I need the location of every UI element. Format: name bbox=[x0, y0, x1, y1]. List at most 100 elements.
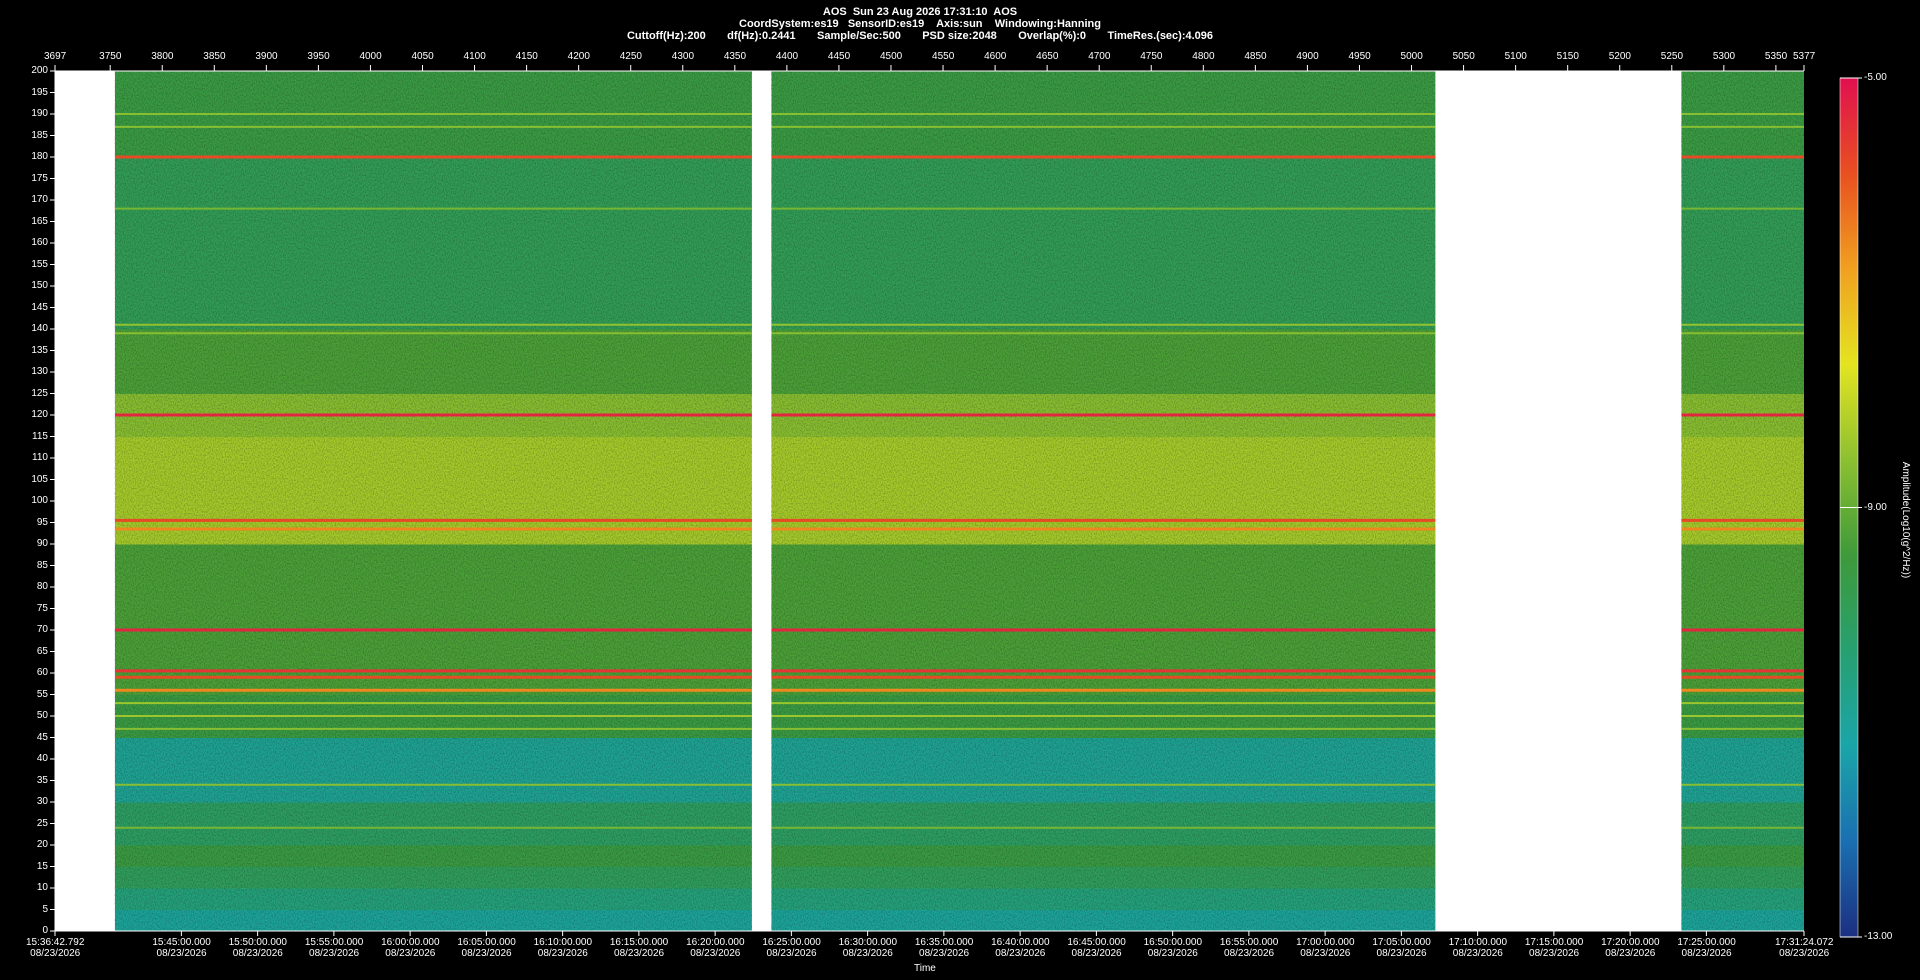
top-tick-label: 4600 bbox=[984, 51, 1007, 62]
y-tick-label: 40 bbox=[36, 753, 48, 764]
y-tick-label: 105 bbox=[31, 473, 48, 485]
bottom-tick-label: 17:10:00.000 08/23/2026 bbox=[1448, 937, 1508, 959]
y-tick-label: 80 bbox=[36, 581, 48, 592]
y-tick-label: 190 bbox=[31, 108, 48, 119]
top-tick-label: 5377 bbox=[1793, 51, 1816, 62]
y-tick-label: 65 bbox=[36, 645, 48, 657]
top-tick-label: 4850 bbox=[1244, 51, 1267, 62]
y-tick-label: 195 bbox=[31, 86, 48, 98]
noise-texture bbox=[114, 71, 752, 931]
top-tick-label: 4300 bbox=[671, 51, 695, 62]
y-tick-label: 160 bbox=[31, 237, 48, 248]
bottom-tick-label: 15:55:00.000 08/23/2026 bbox=[304, 937, 364, 959]
top-tick-label: 4750 bbox=[1140, 51, 1163, 62]
bottom-tick-label: 16:50:00.000 08/23/2026 bbox=[1143, 937, 1203, 959]
y-tick-label: 135 bbox=[31, 344, 48, 356]
colorbar-tick-label: -9.00 bbox=[1864, 501, 1887, 513]
bottom-tick-label: 17:00:00.000 08/23/2026 bbox=[1296, 937, 1355, 959]
y-tick-label: 115 bbox=[32, 430, 48, 442]
top-tick-label: 4550 bbox=[932, 51, 955, 62]
y-tick-label: 140 bbox=[31, 323, 48, 334]
bottom-tick-label: 15:45:00.000 08/23/2026 bbox=[152, 937, 211, 959]
top-tick-label: 4050 bbox=[411, 51, 434, 62]
top-tick-label: 5250 bbox=[1660, 51, 1684, 62]
y-tick-label: 120 bbox=[31, 409, 48, 420]
y-tick-label: 45 bbox=[36, 731, 48, 743]
top-tick-label: 4400 bbox=[775, 51, 799, 62]
top-tick-label: 5150 bbox=[1556, 51, 1579, 62]
bottom-tick-label: 16:40:00.000 08/23/2026 bbox=[991, 937, 1050, 959]
top-tick-label: 4350 bbox=[723, 51, 747, 62]
bottom-tick-label: 17:25:00.000 08/23/2026 bbox=[1677, 937, 1736, 959]
y-tick-label: 85 bbox=[36, 559, 48, 571]
top-tick-label: 4250 bbox=[619, 51, 642, 62]
y-tick-label: 35 bbox=[36, 774, 48, 786]
top-tick-label: 5350 bbox=[1764, 51, 1788, 62]
bottom-tick-label: 16:55:00.000 08/23/2026 bbox=[1219, 937, 1279, 959]
top-tick-label: 4150 bbox=[515, 51, 538, 62]
bottom-tick-label: 15:50:00.000 08/23/2026 bbox=[228, 937, 287, 959]
y-tick-label: 145 bbox=[31, 301, 48, 313]
data-segment bbox=[114, 71, 752, 932]
bottom-tick-label: 16:20:00.000 08/23/2026 bbox=[686, 937, 745, 959]
top-tick-label: 5300 bbox=[1712, 51, 1736, 62]
y-tick-label: 185 bbox=[31, 129, 48, 141]
top-tick-label: 5200 bbox=[1608, 51, 1631, 62]
x-axis-label: Time bbox=[914, 963, 936, 974]
top-tick-label: 4800 bbox=[1192, 51, 1215, 62]
data-segment bbox=[1681, 71, 1804, 932]
y-tick-label: 75 bbox=[36, 602, 48, 614]
y-tick-label: 10 bbox=[36, 882, 48, 893]
top-tick-label: 3900 bbox=[255, 51, 278, 62]
top-tick-label: 4450 bbox=[827, 51, 851, 62]
colorbar-tick-label: -13.00 bbox=[1864, 931, 1893, 942]
bottom-tick-label: 15:36:42.792 08/23/2026 bbox=[26, 937, 85, 959]
chart-subtitle: CoordSystem:es19 SensorID:es19 Axis:sun … bbox=[739, 18, 1101, 30]
top-tick-label: 3697 bbox=[44, 51, 67, 62]
y-tick-label: 125 bbox=[31, 387, 48, 399]
colorbar-tick-label: -5.00 bbox=[1864, 72, 1887, 83]
bottom-tick-label: 17:15:00.000 08/23/2026 bbox=[1524, 937, 1584, 959]
chart-title: AOS Sun 23 Aug 2026 17:31:10 AOS bbox=[822, 6, 1018, 18]
top-tick-label: 3850 bbox=[203, 51, 226, 62]
chart-parameters: Cuttoff(Hz):200 df(Hz):0.2441 Sample/Sec… bbox=[626, 30, 1214, 42]
y-tick-label: 165 bbox=[31, 215, 48, 227]
top-tick-label: 5000 bbox=[1400, 51, 1423, 62]
y-tick-label: 155 bbox=[31, 258, 48, 270]
bottom-tick-label: 16:25:00.000 08/23/2026 bbox=[762, 937, 821, 959]
bottom-tick-label: 16:35:00.000 08/23/2026 bbox=[914, 937, 974, 959]
top-tick-label: 4900 bbox=[1296, 51, 1319, 62]
top-tick-label: 4200 bbox=[567, 51, 590, 62]
y-tick-label: 180 bbox=[31, 151, 48, 162]
top-tick-label: 4000 bbox=[359, 51, 382, 62]
data-segment bbox=[771, 71, 1436, 932]
bottom-tick-label: 17:20:00.000 08/23/2026 bbox=[1601, 937, 1660, 959]
top-tick-label: 5100 bbox=[1504, 51, 1527, 62]
bottom-tick-label: 16:00:00.000 08/23/2026 bbox=[381, 937, 440, 959]
y-tick-label: 70 bbox=[36, 624, 48, 635]
top-tick-label: 3750 bbox=[99, 51, 122, 62]
top-tick-label: 4950 bbox=[1348, 51, 1371, 62]
top-tick-label: 4500 bbox=[879, 51, 903, 62]
y-tick-label: 170 bbox=[31, 194, 48, 205]
y-tick-label: 55 bbox=[36, 688, 48, 700]
y-tick-label: 130 bbox=[31, 366, 48, 377]
noise-texture bbox=[771, 71, 1436, 931]
bottom-tick-label: 16:45:00.000 08/23/2026 bbox=[1067, 937, 1126, 959]
bottom-tick-label: 16:30:00.000 08/23/2026 bbox=[838, 937, 898, 959]
y-tick-label: 50 bbox=[36, 710, 48, 721]
y-tick-label: 25 bbox=[36, 817, 48, 829]
top-tick-label: 4650 bbox=[1036, 51, 1059, 62]
y-tick-label: 200 bbox=[31, 65, 48, 76]
y-tick-label: 150 bbox=[31, 280, 48, 291]
y-tick-label: 100 bbox=[31, 495, 48, 506]
top-tick-label: 3950 bbox=[307, 51, 330, 62]
y-tick-label: 95 bbox=[36, 516, 48, 528]
top-tick-label: 4100 bbox=[463, 51, 486, 62]
top-tick-label: 4700 bbox=[1088, 51, 1111, 62]
y-tick-label: 60 bbox=[36, 667, 48, 678]
noise-texture bbox=[1681, 71, 1804, 931]
y-tick-label: 110 bbox=[32, 452, 48, 463]
